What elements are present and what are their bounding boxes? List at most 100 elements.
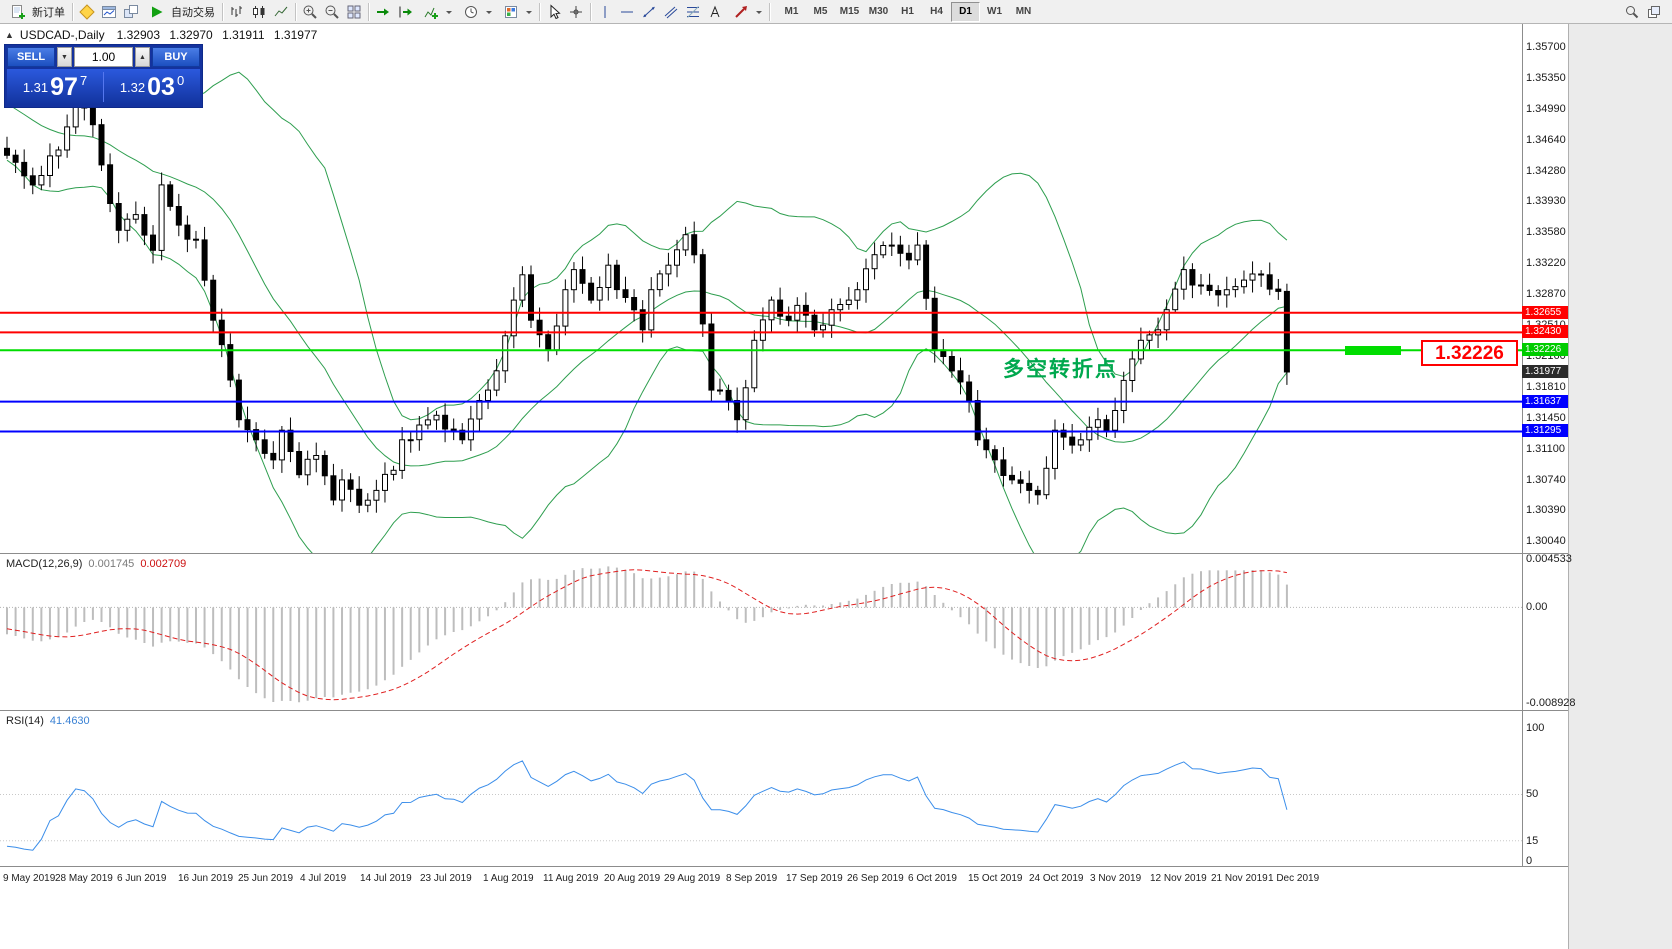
arrow-object-icon — [730, 2, 752, 22]
price-axis-border — [1522, 24, 1523, 867]
price-tick-label: 1.31450 — [1526, 412, 1566, 424]
timeframe-button-w1[interactable]: W1 — [987, 6, 1002, 17]
rsi-tick-label: 100 — [1526, 722, 1545, 734]
price-tick-label: 1.31810 — [1526, 381, 1566, 393]
timeframe-button-mn[interactable]: MN — [1015, 6, 1032, 17]
price-tick-label: 1.34280 — [1526, 165, 1566, 177]
price-axis[interactable]: 1.35700 1.35350 1.34990 1.34640 1.34280 1.339… — [1522, 24, 1576, 867]
macd-indicator-pane[interactable] — [0, 554, 1522, 710]
objects-list-icon[interactable] — [1643, 2, 1665, 22]
price-label-box[interactable]: 1.32226 — [1421, 340, 1518, 366]
one-click-toggle-icon[interactable]: ▲ — [5, 30, 14, 40]
timeframe-button-m5[interactable]: M5 — [813, 6, 828, 17]
toolbar: 新订单 自动交易 — [0, 0, 1672, 24]
buy-price-prefix: 1.32 — [119, 79, 146, 95]
rsi-tick-label: 0 — [1526, 855, 1533, 867]
text-label-icon[interactable] — [704, 2, 726, 22]
zoom-out-icon[interactable] — [321, 2, 343, 22]
one-click-trading-panel: SELL ▼ ▲ BUY 1.31 97 7 1.32 03 0 — [4, 44, 203, 108]
date-label: 6 Jun 2019 — [117, 873, 167, 884]
periods-button[interactable] — [456, 2, 496, 22]
sell-price-sup: 7 — [79, 73, 88, 88]
chart-annotation-text[interactable]: 多空转折点 — [1003, 358, 1118, 381]
sell-button[interactable]: SELL — [7, 47, 55, 67]
new-order-button[interactable]: 新订单 — [3, 2, 69, 22]
toolbar-separator — [72, 2, 73, 21]
tile-windows-icon[interactable] — [343, 2, 365, 22]
equidistant-channel-icon[interactable] — [660, 2, 682, 22]
autotrading-button[interactable]: 自动交易 — [142, 2, 219, 22]
timeframe-button-h1[interactable]: H1 — [901, 6, 914, 17]
price-line-tag[interactable]: 1.32655 — [1522, 306, 1568, 319]
price-tick-label: 1.35350 — [1526, 72, 1566, 84]
date-label: 23 Jul 2019 — [420, 873, 472, 884]
price-tick-label: 1.35700 — [1526, 41, 1566, 53]
sell-price[interactable]: 1.31 97 7 — [7, 69, 103, 105]
volume-decrease-button[interactable]: ▼ — [57, 47, 72, 67]
price-line-tag[interactable]: 1.32430 — [1522, 325, 1568, 338]
chart-shift-icon[interactable] — [394, 2, 416, 22]
metaeditor-icon[interactable] — [76, 2, 98, 22]
rsi-tick-label: 50 — [1526, 788, 1539, 800]
candlestick-chart-icon[interactable] — [248, 2, 270, 22]
line-chart-icon[interactable] — [270, 2, 292, 22]
chart-window: 1.35700 1.35350 1.34990 1.34640 1.34280 1.339… — [0, 24, 1576, 949]
zoom-in-icon[interactable] — [299, 2, 321, 22]
date-label: 24 Oct 2019 — [1029, 873, 1084, 884]
volume-input[interactable] — [74, 47, 133, 67]
timeframe-button-h4[interactable]: H4 — [930, 6, 943, 17]
date-label: 8 Sep 2019 — [726, 873, 778, 884]
close-value: 1.31977 — [273, 28, 318, 42]
profiles-icon[interactable] — [120, 2, 142, 22]
price-tick-label: 1.30390 — [1526, 504, 1566, 516]
indicators-button[interactable] — [416, 2, 456, 22]
green-line-highlight[interactable] — [1345, 346, 1401, 355]
price-tick-label: 1.30740 — [1526, 474, 1566, 486]
rsi-indicator-pane[interactable] — [0, 711, 1522, 866]
date-label: 12 Nov 2019 — [1150, 873, 1207, 884]
macd-label: MACD(12,26,9) 0.001745 0.002709 — [6, 558, 186, 570]
timeframe-button-m1[interactable]: M1 — [784, 6, 799, 17]
arrow-objects-button[interactable] — [726, 2, 766, 22]
price-tick-label: 1.34990 — [1526, 103, 1566, 115]
buy-button[interactable]: BUY — [152, 47, 200, 67]
buy-price[interactable]: 1.32 03 0 — [104, 69, 200, 105]
cursor-icon[interactable] — [543, 2, 565, 22]
rsi-value: 41.4630 — [49, 715, 90, 727]
price-line-tag[interactable]: 1.31637 — [1522, 395, 1568, 408]
rsi-name: RSI(14) — [6, 715, 44, 727]
main-price-chart[interactable] — [0, 24, 1522, 553]
buy-price-big: 03 — [147, 72, 175, 101]
trendline-icon[interactable] — [638, 2, 660, 22]
macd-tick-label: 0.004533 — [1526, 553, 1572, 565]
macd-tick-label: 0.00 — [1526, 601, 1548, 613]
search-icon[interactable] — [1621, 2, 1643, 22]
date-label: 29 Aug 2019 — [664, 873, 721, 884]
volume-increase-button[interactable]: ▲ — [135, 47, 150, 67]
price-tick-label: 1.30040 — [1526, 535, 1566, 547]
timeframe-button-d1[interactable]: D1 — [951, 1, 980, 22]
bar-chart-icon[interactable] — [226, 2, 248, 22]
new-chart-icon[interactable] — [98, 2, 120, 22]
timeframe-button-m15[interactable]: M15 — [839, 6, 860, 17]
price-line-tag[interactable]: 1.31295 — [1522, 424, 1568, 437]
pane-separator[interactable] — [0, 710, 1568, 711]
toolbar-separator — [539, 2, 540, 21]
clock-icon — [460, 2, 482, 22]
macd-name: MACD(12,26,9) — [6, 558, 83, 570]
time-axis[interactable]: 9 May 2019 28 May 2019 6 Jun 2019 16 Jun 20… — [0, 867, 1522, 949]
timeframe-button-m30[interactable]: M30 — [868, 6, 889, 17]
templates-button[interactable] — [496, 2, 536, 22]
price-line-tag: 1.31977 — [1522, 365, 1568, 378]
new-order-icon — [7, 2, 29, 22]
pane-separator[interactable] — [0, 553, 1568, 554]
crosshair-icon[interactable] — [565, 2, 587, 22]
pane-separator — [0, 866, 1568, 867]
auto-scroll-icon[interactable] — [372, 2, 394, 22]
fibonacci-icon[interactable] — [682, 2, 704, 22]
price-line-tag[interactable]: 1.32226 — [1522, 343, 1568, 356]
vertical-line-icon[interactable] — [594, 2, 616, 22]
price-tick-label: 1.33220 — [1526, 257, 1566, 269]
macd-value-signal: 0.002709 — [140, 558, 187, 570]
horizontal-line-icon[interactable] — [616, 2, 638, 22]
